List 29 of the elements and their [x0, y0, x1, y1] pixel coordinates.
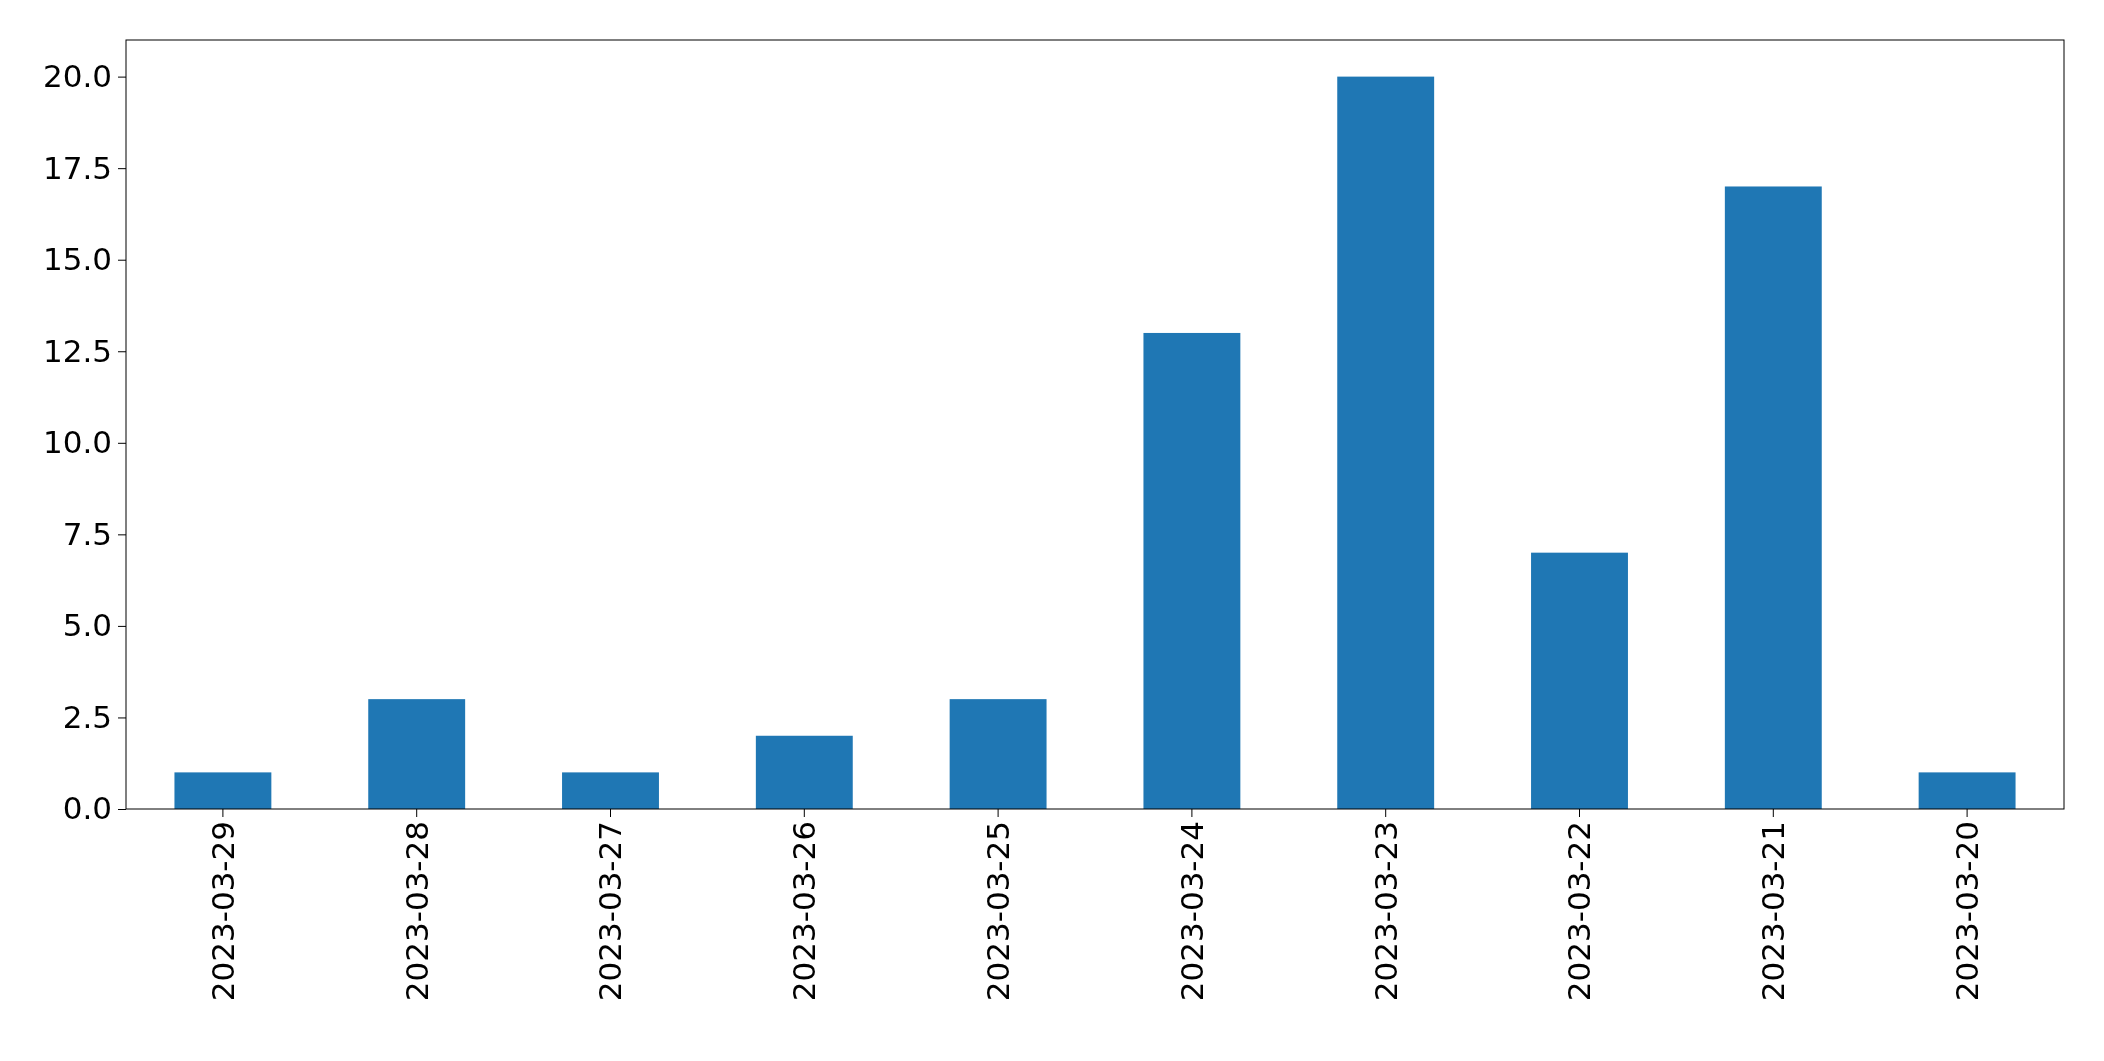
x-tick-label: 2023-03-21: [1755, 821, 1792, 1002]
bar: [1724, 186, 1822, 809]
y-tick-label: 20.0: [42, 58, 112, 95]
y-tick-label: 5.0: [62, 607, 112, 644]
bar: [562, 772, 659, 809]
bar: [368, 699, 466, 809]
y-tick-label: 0.0: [62, 790, 112, 827]
y-tick-label: 2.5: [62, 698, 112, 735]
y-tick-label: 12.5: [42, 332, 112, 369]
x-tick-label: 2023-03-24: [1173, 821, 1210, 1002]
bar: [1143, 332, 1241, 809]
x-tick-label: 2023-03-25: [979, 821, 1016, 1002]
x-tick-label: 2023-03-22: [1561, 821, 1598, 1002]
bar: [1531, 552, 1628, 809]
y-tick-label: 15.0: [42, 241, 112, 278]
x-tick-label: 2023-03-26: [786, 821, 823, 1002]
bar: [755, 735, 853, 809]
x-tick-label: 2023-03-23: [1367, 821, 1404, 1002]
bar: [949, 699, 1047, 809]
x-tick-label: 2023-03-20: [1948, 821, 1985, 1002]
bar: [174, 772, 272, 809]
y-tick-label: 17.5: [42, 149, 112, 186]
bar: [1337, 76, 1435, 809]
x-tick-label: 2023-03-29: [204, 821, 241, 1002]
x-tick-label: 2023-03-28: [398, 821, 435, 1002]
x-tick-label: 2023-03-27: [592, 821, 629, 1002]
y-tick-label: 7.5: [62, 515, 112, 552]
bar: [1918, 772, 2016, 809]
y-tick-label: 10.0: [42, 424, 112, 461]
